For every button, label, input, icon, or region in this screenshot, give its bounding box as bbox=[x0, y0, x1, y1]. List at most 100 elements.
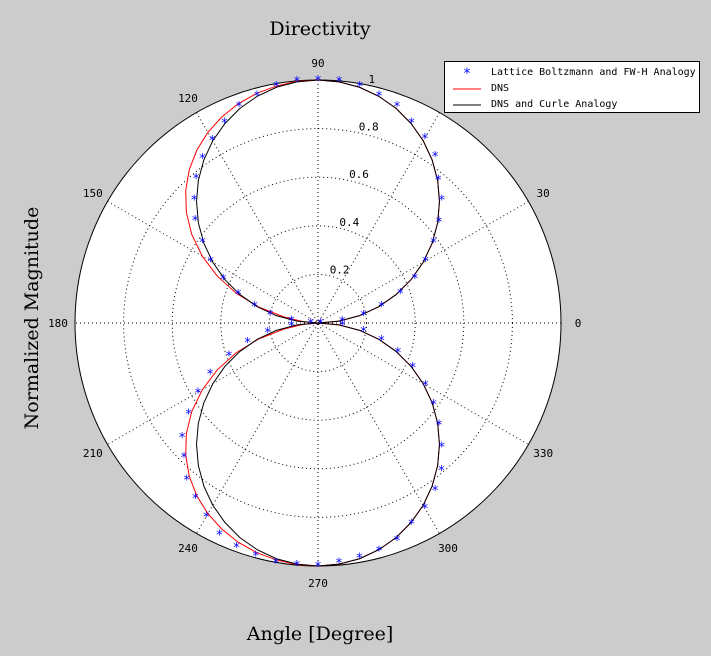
data-point-marker: * bbox=[430, 398, 437, 413]
data-point-marker: * bbox=[184, 473, 191, 488]
data-point-marker: * bbox=[252, 549, 259, 564]
angle-tick-label: 30 bbox=[537, 187, 550, 200]
angle-tick-label: 300 bbox=[438, 542, 458, 555]
data-point-marker: * bbox=[378, 300, 385, 315]
data-point-marker: * bbox=[360, 309, 367, 324]
data-point-marker: * bbox=[422, 379, 429, 394]
data-point-marker: * bbox=[288, 315, 295, 330]
data-point-marker: * bbox=[191, 193, 198, 208]
data-point-marker: * bbox=[267, 309, 274, 324]
data-point-marker: * bbox=[221, 117, 228, 132]
angle-grid-spoke bbox=[107, 201, 529, 445]
data-point-marker: * bbox=[193, 172, 200, 187]
black-line-icon bbox=[453, 104, 481, 106]
legend: * Lattice Boltzmann and FW-H Analogy DNS… bbox=[444, 61, 700, 113]
data-point-marker: * bbox=[336, 557, 343, 572]
data-point-marker: * bbox=[273, 556, 280, 571]
data-point-marker: * bbox=[376, 545, 383, 560]
radial-tick-label: 1 bbox=[368, 73, 375, 86]
data-point-marker: * bbox=[192, 492, 199, 507]
angle-tick-label: 90 bbox=[311, 57, 324, 70]
data-point-marker: * bbox=[422, 255, 429, 270]
data-point-marker: * bbox=[315, 74, 322, 89]
data-series-layer: * * * * * * * * * * * * * * * * * * * * * * * * * * * * * * * * * * * * * * * *… bbox=[179, 74, 446, 575]
data-point-marker: * bbox=[181, 451, 188, 466]
data-point-marker: * bbox=[199, 236, 206, 251]
data-point-marker: * bbox=[251, 300, 258, 315]
angle-tick-label: 330 bbox=[533, 447, 553, 460]
data-point-marker: * bbox=[179, 431, 186, 446]
legend-entry-dns: DNS bbox=[445, 81, 699, 97]
star-marker-icon: * bbox=[464, 66, 471, 81]
data-point-marker: * bbox=[264, 326, 271, 341]
data-point-marker: * bbox=[394, 534, 401, 549]
angle-grid-spoke bbox=[196, 112, 440, 534]
data-point-marker: * bbox=[236, 100, 243, 115]
data-point-marker: * bbox=[432, 150, 439, 165]
data-point-marker: * bbox=[192, 214, 199, 229]
data-point-marker: * bbox=[409, 361, 416, 376]
radial-tick-label: 0.8 bbox=[359, 121, 379, 134]
svg-text:*: * bbox=[464, 66, 471, 81]
legend-label: Lattice Boltzmann and FW-H Analogy bbox=[491, 67, 696, 78]
data-point-marker: * bbox=[408, 517, 415, 532]
data-point-marker: * bbox=[397, 287, 404, 302]
data-point-marker: * bbox=[356, 552, 363, 567]
data-point-marker: * bbox=[339, 319, 346, 334]
chart-title: Directivity bbox=[269, 18, 371, 40]
data-point-marker: * bbox=[395, 346, 402, 361]
data-point-marker: * bbox=[430, 236, 437, 251]
data-point-marker: * bbox=[317, 317, 324, 332]
angle-grid-spoke bbox=[196, 112, 440, 534]
data-point-marker: * bbox=[376, 89, 383, 104]
data-point-marker: * bbox=[435, 174, 442, 189]
data-point-marker: * bbox=[432, 484, 439, 499]
data-point-marker: * bbox=[394, 100, 401, 115]
data-point-marker: * bbox=[226, 349, 233, 364]
data-point-marker: * bbox=[273, 80, 280, 95]
data-point-marker: * bbox=[436, 215, 443, 230]
data-point-marker: * bbox=[438, 464, 445, 479]
data-point-marker: * bbox=[185, 408, 192, 423]
data-point-marker: * bbox=[438, 441, 445, 456]
data-point-marker: * bbox=[307, 317, 314, 332]
data-point-marker: * bbox=[438, 193, 445, 208]
angle-tick-label: 210 bbox=[83, 447, 103, 460]
angle-tick-label: 150 bbox=[83, 187, 103, 200]
legend-label: DNS and Curle Analogy bbox=[491, 99, 618, 110]
data-point-marker: * bbox=[220, 273, 227, 288]
angle-tick-label: 270 bbox=[308, 577, 328, 590]
data-point-marker: * bbox=[203, 511, 210, 526]
x-axis-label: Angle [Degree] bbox=[246, 623, 394, 645]
legend-label: DNS bbox=[491, 83, 510, 94]
data-point-marker: * bbox=[408, 117, 415, 132]
data-point-marker: * bbox=[422, 502, 429, 517]
data-point-marker: * bbox=[244, 336, 251, 351]
data-point-marker: * bbox=[339, 315, 346, 330]
radial-tick-label: 0.6 bbox=[349, 168, 369, 181]
data-point-marker: * bbox=[235, 288, 242, 303]
data-point-marker: * bbox=[378, 334, 385, 349]
angle-tick-label: 240 bbox=[178, 542, 198, 555]
data-point-marker: * bbox=[233, 541, 240, 556]
data-point-marker: * bbox=[422, 132, 429, 147]
data-point-marker: * bbox=[207, 255, 214, 270]
angle-tick-label: 180 bbox=[48, 317, 68, 330]
radial-tick-label: 0.4 bbox=[339, 216, 359, 229]
angle-tick-label: 0 bbox=[575, 317, 582, 330]
data-point-marker: * bbox=[254, 89, 261, 104]
data-point-marker: * bbox=[195, 386, 202, 401]
data-point-marker: * bbox=[294, 559, 301, 574]
data-point-marker: * bbox=[207, 367, 214, 382]
data-point-marker: * bbox=[357, 80, 364, 95]
data-point-marker: * bbox=[412, 272, 419, 287]
data-point-marker: * bbox=[315, 560, 322, 575]
data-point-marker: * bbox=[209, 134, 216, 149]
angle-tick-label: 120 bbox=[178, 92, 198, 105]
data-point-marker: * bbox=[294, 75, 301, 90]
legend-entry-dns-curle: DNS and Curle Analogy bbox=[445, 97, 699, 113]
angle-grid-spoke bbox=[107, 201, 529, 445]
radial-grid-circle bbox=[268, 273, 368, 373]
data-point-marker: * bbox=[360, 325, 367, 340]
